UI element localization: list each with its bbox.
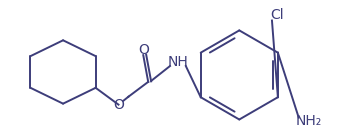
Text: O: O [138, 43, 149, 57]
Text: NH₂: NH₂ [295, 115, 322, 128]
Text: Cl: Cl [270, 8, 284, 22]
Text: O: O [113, 98, 124, 112]
Text: NH: NH [168, 55, 188, 69]
